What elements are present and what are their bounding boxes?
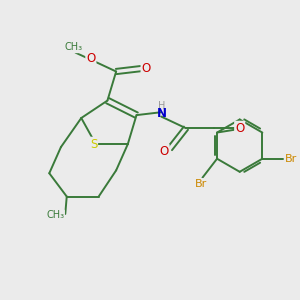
- Text: CH₃: CH₃: [65, 42, 83, 52]
- Text: N: N: [157, 107, 167, 120]
- Text: Br: Br: [195, 179, 207, 189]
- Text: S: S: [90, 138, 97, 151]
- Text: O: O: [160, 145, 169, 158]
- Text: O: O: [142, 62, 151, 75]
- Text: CH₃: CH₃: [46, 210, 64, 220]
- Text: O: O: [86, 52, 95, 65]
- Text: Br: Br: [285, 154, 298, 164]
- Text: H: H: [158, 101, 166, 111]
- Text: O: O: [235, 122, 244, 135]
